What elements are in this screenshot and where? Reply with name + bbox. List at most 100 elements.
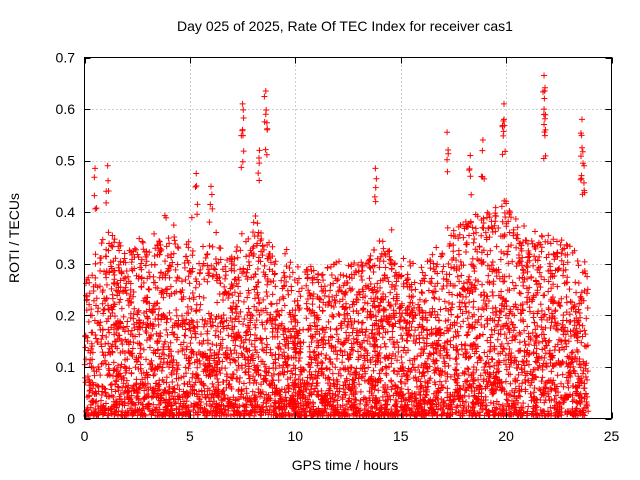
data-point (296, 327, 303, 334)
data-point (266, 239, 273, 246)
data-point (573, 346, 580, 353)
data-point (99, 349, 106, 356)
data-point (423, 327, 430, 334)
data-point (343, 329, 350, 336)
data-point (339, 352, 346, 359)
data-point (203, 251, 210, 258)
data-point (196, 281, 203, 288)
data-point (333, 325, 340, 332)
data-point (525, 289, 532, 296)
data-point (115, 384, 122, 391)
data-point (315, 270, 322, 277)
data-point (445, 317, 452, 324)
data-point (345, 262, 352, 269)
data-point (268, 301, 275, 308)
data-point (567, 298, 574, 305)
data-point (86, 290, 93, 297)
data-point (467, 342, 474, 349)
data-point (334, 276, 341, 283)
data-point (416, 296, 423, 303)
data-point (278, 277, 285, 284)
data-point (296, 275, 303, 282)
data-point (234, 244, 241, 251)
data-point (86, 387, 93, 394)
data-point (272, 258, 279, 265)
data-point (465, 393, 472, 400)
data-point (213, 229, 220, 236)
data-point (223, 317, 230, 324)
data-point (509, 258, 516, 265)
data-point (256, 311, 263, 318)
data-point (420, 275, 427, 282)
data-point (517, 393, 524, 400)
data-point (480, 289, 487, 296)
data-point (209, 341, 216, 348)
data-point (464, 315, 471, 322)
data-point (526, 257, 533, 264)
data-point (97, 397, 104, 404)
data-point (156, 274, 163, 281)
data-point (342, 291, 349, 298)
data-point (90, 364, 97, 371)
data-point (530, 292, 537, 299)
data-point (418, 264, 425, 271)
data-point (536, 253, 543, 260)
data-point (575, 279, 582, 286)
data-point (365, 364, 372, 371)
data-point (85, 318, 92, 325)
data-point (286, 273, 293, 280)
data-point (420, 334, 427, 341)
data-point (254, 233, 261, 240)
data-point (491, 362, 498, 369)
data-point (425, 380, 432, 387)
data-point (107, 381, 114, 388)
data-point (521, 327, 528, 334)
data-point (336, 258, 343, 265)
data-point (243, 390, 250, 397)
data-point (522, 342, 529, 349)
data-point (448, 264, 455, 271)
data-point (189, 248, 196, 255)
data-point (325, 318, 332, 325)
data-point (379, 238, 386, 245)
data-point (170, 222, 177, 229)
data-point (292, 371, 299, 378)
data-point (427, 342, 434, 349)
data-point (92, 251, 99, 258)
data-point (558, 380, 565, 387)
data-point (427, 265, 434, 272)
data-point (461, 300, 468, 307)
data-point (282, 341, 289, 348)
data-point (241, 316, 248, 323)
data-point (186, 280, 193, 287)
data-point (287, 374, 294, 381)
data-point (275, 377, 282, 384)
data-point (563, 293, 570, 300)
data-point (448, 311, 455, 318)
data-point (501, 331, 508, 338)
data-point (579, 322, 586, 329)
data-point (345, 398, 352, 405)
data-point (252, 324, 259, 331)
data-point (454, 273, 461, 280)
data-point (260, 378, 267, 385)
data-point (245, 305, 252, 312)
data-point (225, 332, 232, 339)
data-point (538, 273, 545, 280)
data-point (329, 370, 336, 377)
data-point (558, 237, 565, 244)
data-point (319, 307, 326, 314)
data-point (350, 347, 357, 354)
data-point (375, 387, 382, 394)
data-point (489, 356, 496, 363)
data-point (434, 280, 441, 287)
data-point (493, 213, 500, 220)
data-point (436, 371, 443, 378)
data-point (309, 380, 316, 387)
data-point (174, 366, 181, 373)
data-point (505, 260, 512, 267)
data-point (165, 235, 172, 242)
data-point (341, 311, 348, 318)
data-point (558, 250, 565, 257)
data-point (504, 397, 511, 404)
